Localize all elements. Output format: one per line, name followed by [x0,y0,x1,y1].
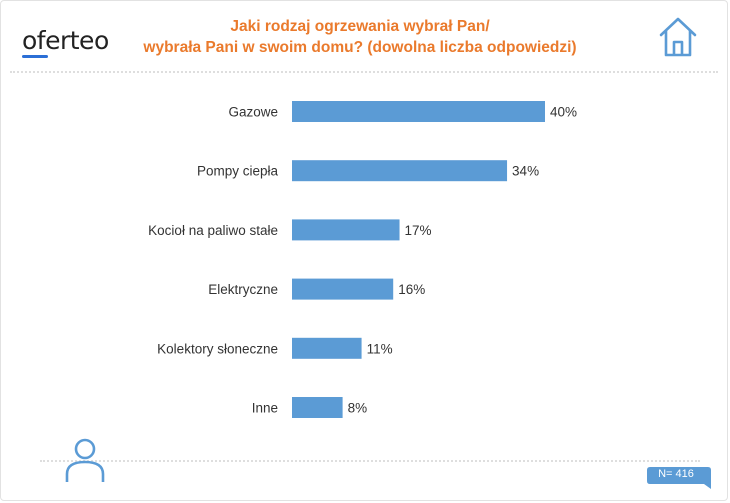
bar-5 [292,397,343,418]
value-label-4: 11% [367,341,393,356]
bar-0 [292,101,545,122]
logo-underline [22,55,48,58]
value-label-5: 8% [348,401,368,416]
logo: oferteo [22,26,109,55]
category-label-5: Inne [252,401,278,416]
bar-2 [292,219,400,241]
bar-1 [292,160,508,182]
value-label-3: 16% [398,282,425,297]
category-label-3: Elektryczne [208,282,278,297]
category-label-0: Gazowe [228,105,278,120]
value-label-2: 17% [405,223,432,238]
value-label-1: 34% [512,164,539,179]
category-label-1: Pompy ciepła [197,164,279,179]
bar-4 [292,337,362,359]
chart-title: Jaki rodzaj ogrzewania wybrał Pan/ wybra… [140,16,580,58]
top-divider [10,71,718,73]
sample-size-badge [647,467,711,489]
bottom-divider [40,460,700,462]
category-label-4: Kolektory słoneczne [157,341,278,356]
chart-title-line-2: wybrała Pani w swoim domu? (dowolna licz… [143,39,577,56]
value-label-0: 40% [550,105,577,120]
sample-size-label: N= 416 [658,468,694,480]
house-icon [659,17,697,57]
category-label-2: Kocioł na paliwo stałe [148,223,278,238]
chart-title-line-1: Jaki rodzaj ogrzewania wybrał Pan/ [230,18,490,35]
bar-3 [292,278,394,300]
person-icon [65,438,105,482]
